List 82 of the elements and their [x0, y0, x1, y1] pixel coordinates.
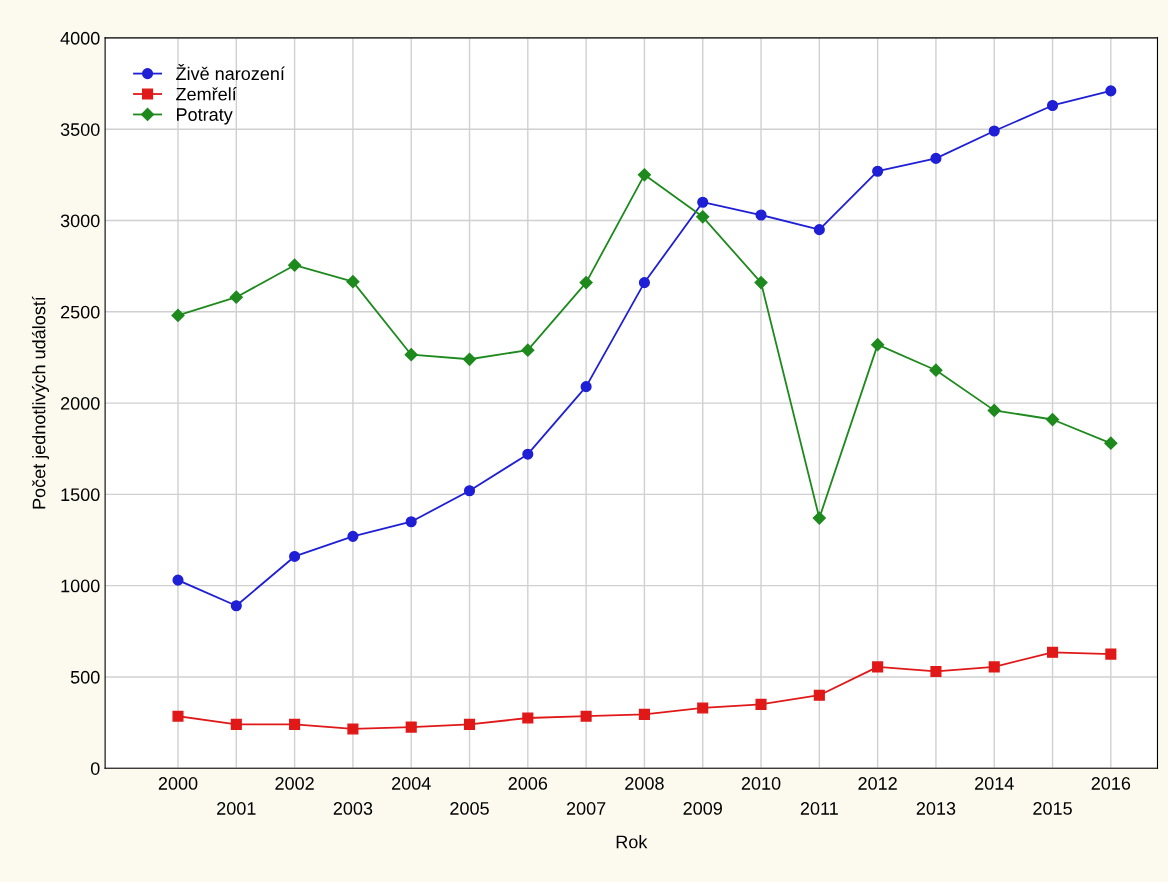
x-tick-label: 2012 — [858, 777, 897, 790]
legend-label: Živě narození — [176, 64, 285, 81]
x-tick-label: 2000 — [158, 777, 198, 790]
point — [579, 275, 593, 290]
point — [813, 689, 825, 701]
y-tick-label: 4000 — [60, 31, 100, 45]
x-tick-label: 2008 — [625, 777, 664, 790]
x-tick-label: 2001 — [217, 802, 256, 815]
x-tick-label: 2016 — [1091, 777, 1131, 790]
point — [288, 258, 302, 272]
point — [930, 665, 942, 678]
point — [229, 290, 243, 304]
point — [463, 718, 476, 730]
y-tick-label: 3500 — [60, 123, 100, 136]
y-tick-label: 1000 — [61, 579, 100, 593]
point — [987, 403, 1001, 417]
point — [230, 600, 242, 612]
x-tick-label: 2009 — [683, 802, 722, 815]
x-tick-label: 2011 — [800, 802, 838, 815]
point — [638, 277, 650, 289]
x-tick-label: 2014 — [975, 777, 1014, 790]
point — [930, 152, 942, 164]
y-tick-label: 500 — [70, 670, 100, 684]
point — [1046, 646, 1059, 658]
point — [988, 661, 1000, 673]
point — [988, 125, 1000, 137]
point — [230, 718, 242, 730]
point — [172, 710, 184, 722]
point — [637, 168, 652, 182]
point — [522, 448, 534, 460]
x-tick-label: 2015 — [1033, 802, 1072, 815]
point — [696, 210, 710, 224]
x-tick-label: 2003 — [333, 802, 373, 815]
y-tick-label: 2500 — [61, 305, 100, 319]
point — [347, 530, 359, 542]
point — [754, 275, 768, 290]
y-tick-label: 1500 — [61, 488, 100, 502]
x-tick-label: 2006 — [508, 777, 548, 790]
point — [1046, 99, 1059, 112]
point — [404, 348, 418, 362]
point — [697, 196, 709, 208]
y-tick-label: 2000 — [61, 397, 100, 410]
point — [872, 661, 884, 673]
legend-label: Zemřelí — [176, 87, 237, 101]
point — [638, 708, 650, 720]
point — [462, 352, 477, 366]
point — [872, 165, 884, 177]
point — [522, 712, 534, 724]
point — [812, 511, 826, 525]
point — [755, 209, 767, 221]
point — [1104, 436, 1118, 450]
point — [346, 275, 360, 289]
point — [172, 574, 184, 586]
x-tick-label: 2005 — [450, 802, 489, 815]
point — [1105, 648, 1117, 660]
x-tick-label: 2002 — [275, 777, 314, 790]
point — [929, 363, 943, 377]
x-axis-title: Rok — [616, 835, 648, 849]
point — [871, 338, 885, 352]
x-tick-label: 2004 — [392, 777, 431, 790]
x-tick-label: 2010 — [741, 777, 781, 790]
x-tick-label: 2007 — [566, 802, 606, 815]
point — [521, 343, 535, 357]
legend-label: Potraty — [177, 108, 233, 125]
point — [405, 516, 417, 528]
y-tick-label: 3000 — [60, 214, 100, 228]
point — [463, 485, 476, 497]
point — [289, 718, 301, 730]
point — [347, 723, 359, 735]
point — [1045, 412, 1060, 427]
point — [755, 698, 767, 710]
point — [580, 710, 592, 722]
point — [1105, 85, 1117, 97]
point — [813, 224, 825, 236]
point — [697, 702, 709, 714]
point — [580, 381, 592, 393]
point — [405, 721, 417, 733]
point — [289, 550, 301, 562]
x-tick-label: 2013 — [916, 802, 956, 815]
y-axis-title: Počet jednotlivých událostí — [31, 296, 49, 509]
point — [171, 308, 185, 323]
y-tick-label: 0 — [90, 762, 100, 775]
